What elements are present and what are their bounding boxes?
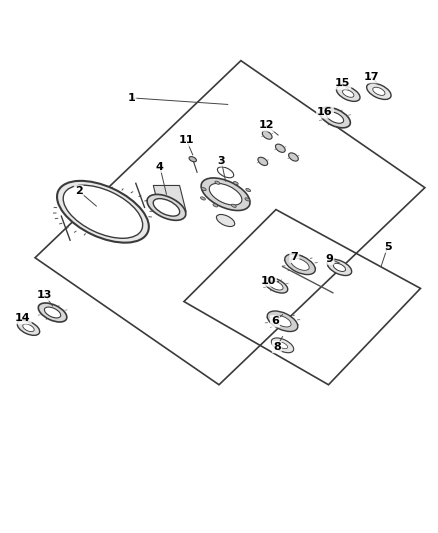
Ellipse shape [269, 281, 283, 290]
Ellipse shape [201, 197, 205, 200]
Ellipse shape [215, 181, 220, 184]
Ellipse shape [201, 188, 206, 191]
Polygon shape [153, 185, 186, 212]
Ellipse shape [327, 259, 352, 276]
Ellipse shape [17, 320, 40, 335]
Text: 16: 16 [317, 107, 333, 117]
Text: 7: 7 [290, 252, 298, 262]
Text: 1: 1 [127, 93, 135, 103]
Ellipse shape [285, 254, 315, 274]
Ellipse shape [213, 204, 218, 207]
Ellipse shape [233, 182, 238, 185]
Ellipse shape [326, 112, 344, 123]
Ellipse shape [201, 178, 250, 211]
Ellipse shape [276, 144, 285, 152]
Text: 12: 12 [258, 120, 274, 131]
Text: 13: 13 [37, 290, 53, 300]
Text: 6: 6 [271, 316, 279, 326]
Ellipse shape [23, 324, 34, 332]
Text: 4: 4 [156, 161, 164, 172]
Ellipse shape [63, 185, 143, 238]
Text: 11: 11 [179, 135, 194, 146]
Ellipse shape [264, 278, 288, 293]
Ellipse shape [217, 167, 234, 178]
Text: 15: 15 [335, 78, 350, 88]
Ellipse shape [216, 214, 235, 227]
Ellipse shape [245, 198, 250, 201]
Ellipse shape [343, 90, 354, 98]
Ellipse shape [262, 131, 272, 139]
Ellipse shape [57, 181, 149, 243]
Ellipse shape [291, 259, 309, 270]
Ellipse shape [271, 338, 294, 353]
Ellipse shape [147, 195, 186, 220]
Ellipse shape [246, 188, 251, 192]
Ellipse shape [231, 204, 236, 207]
Ellipse shape [333, 263, 346, 271]
Text: 8: 8 [273, 342, 281, 352]
Ellipse shape [267, 311, 298, 332]
Text: 9: 9 [325, 254, 333, 264]
Ellipse shape [153, 199, 180, 216]
Text: 17: 17 [364, 72, 379, 82]
Ellipse shape [38, 303, 67, 322]
Ellipse shape [209, 183, 242, 205]
Text: 5: 5 [384, 242, 392, 252]
Text: 10: 10 [260, 276, 276, 286]
Ellipse shape [277, 342, 288, 349]
Ellipse shape [274, 316, 291, 327]
Text: 2: 2 [75, 186, 83, 196]
Ellipse shape [258, 157, 268, 166]
Ellipse shape [289, 153, 298, 161]
Ellipse shape [373, 87, 385, 95]
Ellipse shape [320, 107, 350, 128]
Text: 14: 14 [15, 313, 31, 323]
Ellipse shape [44, 307, 61, 318]
Ellipse shape [336, 86, 360, 101]
Ellipse shape [367, 83, 391, 100]
Ellipse shape [189, 157, 196, 162]
Text: 3: 3 [217, 156, 225, 166]
